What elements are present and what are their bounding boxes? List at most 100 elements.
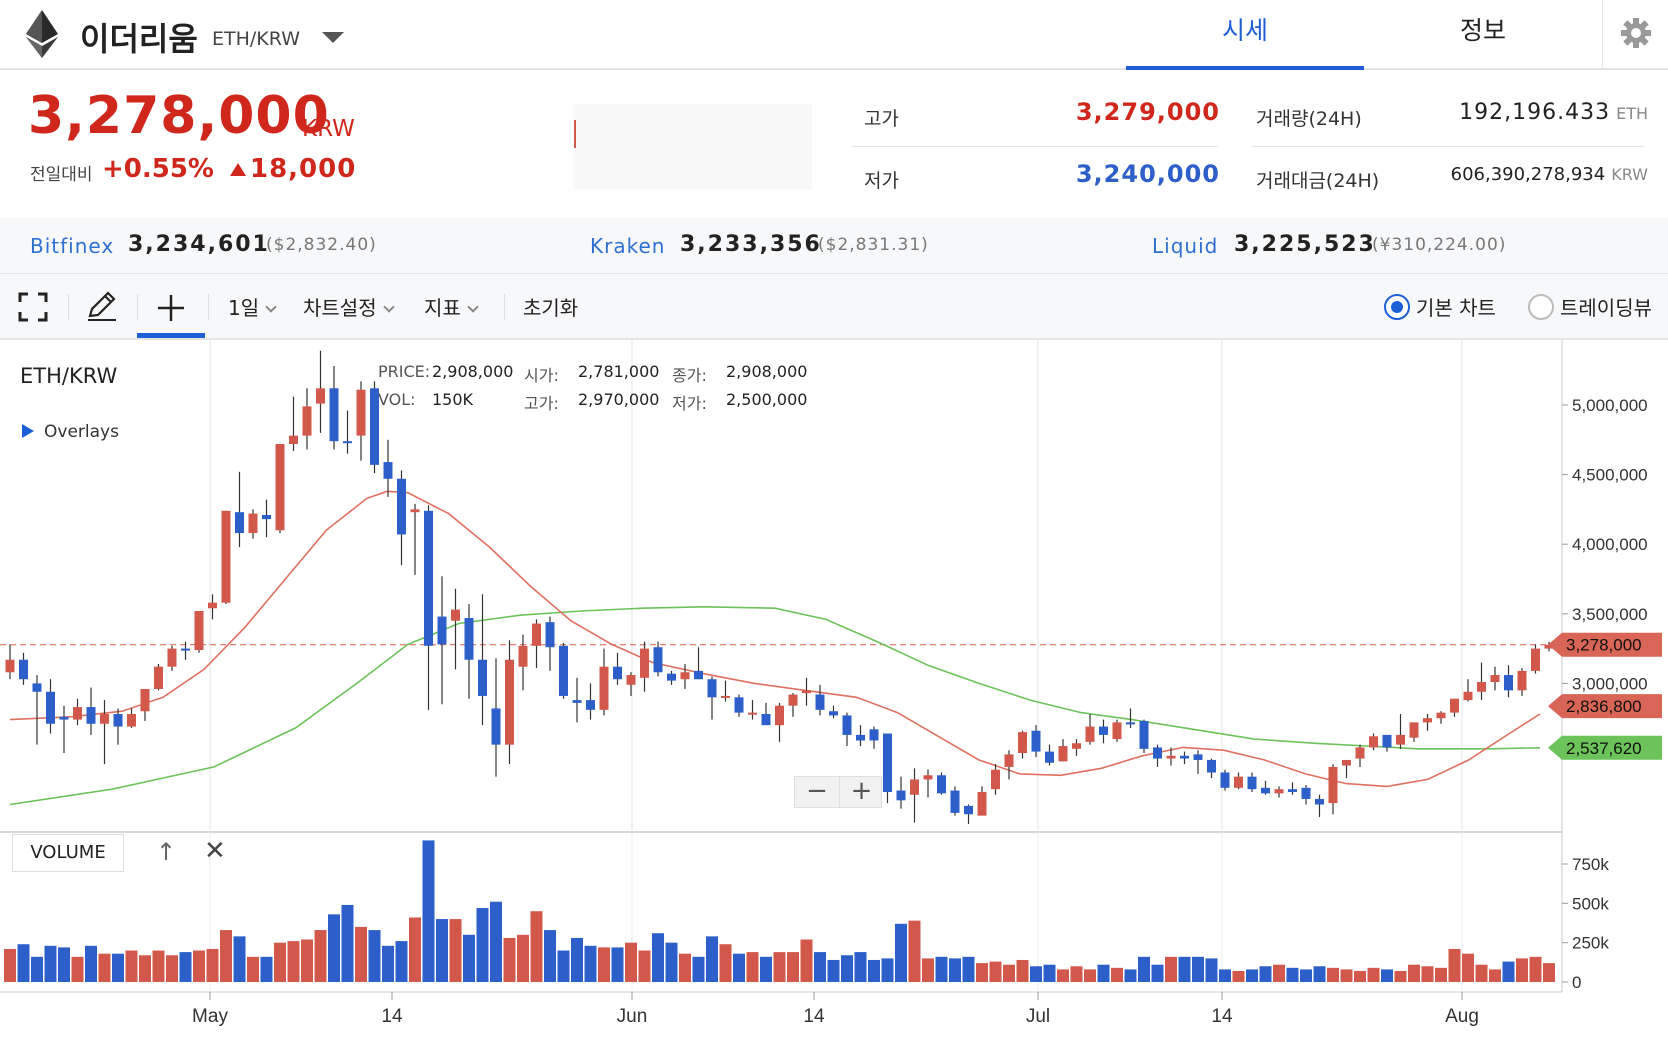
volume-bar xyxy=(4,948,16,982)
volume-bar xyxy=(679,953,691,982)
volume-tick-label: 750k xyxy=(1572,855,1609,874)
exchange-liquid-link[interactable]: Liquid xyxy=(1152,234,1219,258)
candlestick-chart[interactable]: 5,000,000 4,500,000 4,000,000 3,500,000 3,00… xyxy=(0,340,1668,1042)
volume-bar xyxy=(760,956,772,982)
candle xyxy=(640,641,649,692)
volume-bar xyxy=(787,952,799,982)
tab-info[interactable]: 정보 xyxy=(1459,16,1506,45)
candle xyxy=(1085,714,1095,745)
candle xyxy=(1301,785,1311,805)
candle xyxy=(734,694,744,717)
volume-bar xyxy=(58,947,70,982)
volume-bar xyxy=(1340,969,1353,982)
top-bar xyxy=(0,0,1668,70)
candle xyxy=(1342,759,1351,779)
volume-bar xyxy=(1354,970,1366,982)
volume-bar xyxy=(814,952,826,982)
volume-bar xyxy=(1097,964,1110,982)
tradingview-radio[interactable] xyxy=(1528,294,1554,320)
candle xyxy=(1139,719,1149,753)
volume-bar xyxy=(1043,964,1056,982)
legend-close-label: 종가: xyxy=(672,366,707,385)
moving-average-short-line xyxy=(9,490,1541,788)
exchange-bitfinex-link[interactable]: Bitfinex xyxy=(30,234,115,258)
volume-bar xyxy=(611,947,624,982)
settings-gear-icon[interactable] xyxy=(1602,0,1668,70)
moving-average-long-line xyxy=(9,605,1541,806)
volume-bar xyxy=(1016,959,1029,982)
volume-bar xyxy=(476,908,489,982)
volume-bar xyxy=(1394,970,1407,982)
volume-bar xyxy=(868,959,880,982)
chevron-down-icon xyxy=(265,301,277,313)
coin-dropdown-icon[interactable] xyxy=(322,32,344,43)
candle xyxy=(1423,714,1432,731)
y-tick-label: 3,000,000 xyxy=(1572,674,1648,693)
volume-bar xyxy=(1516,958,1528,982)
volume-bar xyxy=(800,939,813,982)
volume-bar xyxy=(746,952,759,982)
volume-bar xyxy=(314,930,327,982)
volume-bar xyxy=(206,948,219,982)
sparkline-chart xyxy=(574,104,812,190)
pencil-draw-icon[interactable] xyxy=(86,290,118,322)
volume-bar xyxy=(328,914,340,982)
volume-bar xyxy=(895,923,907,982)
exchange-kraken-link[interactable]: Kraken xyxy=(590,234,666,258)
volume-bar xyxy=(422,840,435,982)
volume-bar xyxy=(1111,967,1123,982)
volume-bar xyxy=(71,956,84,982)
volume-bar xyxy=(436,919,448,982)
active-tool-indicator xyxy=(137,333,205,338)
candle xyxy=(559,643,568,699)
volume-bar xyxy=(490,901,502,982)
move-up-icon[interactable]: ↑ xyxy=(156,838,177,866)
candle xyxy=(856,725,865,747)
candle xyxy=(208,594,217,620)
volume-bar xyxy=(719,944,732,982)
volume-bar xyxy=(935,956,948,982)
candle xyxy=(1072,739,1081,756)
candle xyxy=(167,645,177,671)
candle xyxy=(1193,750,1203,774)
candle xyxy=(1247,772,1257,792)
candle xyxy=(127,708,136,728)
candle xyxy=(815,684,825,716)
exchange-kraken-price: 3,233,356 xyxy=(680,232,822,257)
tradingview-label: 트레이딩뷰 xyxy=(1560,296,1652,320)
crosshair-icon[interactable] xyxy=(157,294,185,322)
candle xyxy=(343,410,352,454)
zoom-in-button[interactable]: + xyxy=(839,777,883,807)
fullscreen-icon[interactable] xyxy=(18,292,48,322)
zoom-out-button[interactable]: − xyxy=(806,776,828,806)
chart-area[interactable]: 5,000,000 4,500,000 4,000,000 3,500,000 3,00… xyxy=(0,340,1668,1042)
candle xyxy=(397,470,406,566)
divider xyxy=(504,294,505,320)
close-icon[interactable]: ✕ xyxy=(204,836,226,866)
basic-chart-radio[interactable] xyxy=(1384,294,1410,320)
reset-button[interactable]: 초기화 xyxy=(523,296,579,320)
indicators-dropdown[interactable]: 지표 xyxy=(424,292,479,321)
interval-dropdown[interactable]: 1일 xyxy=(228,292,277,321)
volume-bar xyxy=(220,930,232,982)
legend-price: 2,908,000 xyxy=(432,362,514,381)
volume-bar xyxy=(17,944,30,982)
change-percent: +0.55% xyxy=(102,154,214,184)
candle xyxy=(869,726,879,749)
tab-market-price[interactable]: 시세 xyxy=(1126,0,1364,70)
candle xyxy=(1126,708,1135,728)
volume-bar xyxy=(962,956,975,982)
candle xyxy=(1531,644,1540,674)
candle xyxy=(802,677,811,706)
y-tick-label: 5,000,000 xyxy=(1572,396,1648,415)
volume-bar xyxy=(287,941,300,982)
divider xyxy=(68,294,69,320)
volume-bar xyxy=(503,937,516,982)
candle xyxy=(1369,733,1378,751)
chart-settings-dropdown[interactable]: 차트설정 xyxy=(303,292,395,321)
volume-24h: 192,196.433 ETH xyxy=(1459,100,1648,125)
legend-open-label: 시가: xyxy=(524,366,559,385)
candle xyxy=(1099,719,1108,744)
overlays-toggle[interactable]: Overlays xyxy=(22,422,119,442)
volume-bar xyxy=(1448,948,1461,982)
